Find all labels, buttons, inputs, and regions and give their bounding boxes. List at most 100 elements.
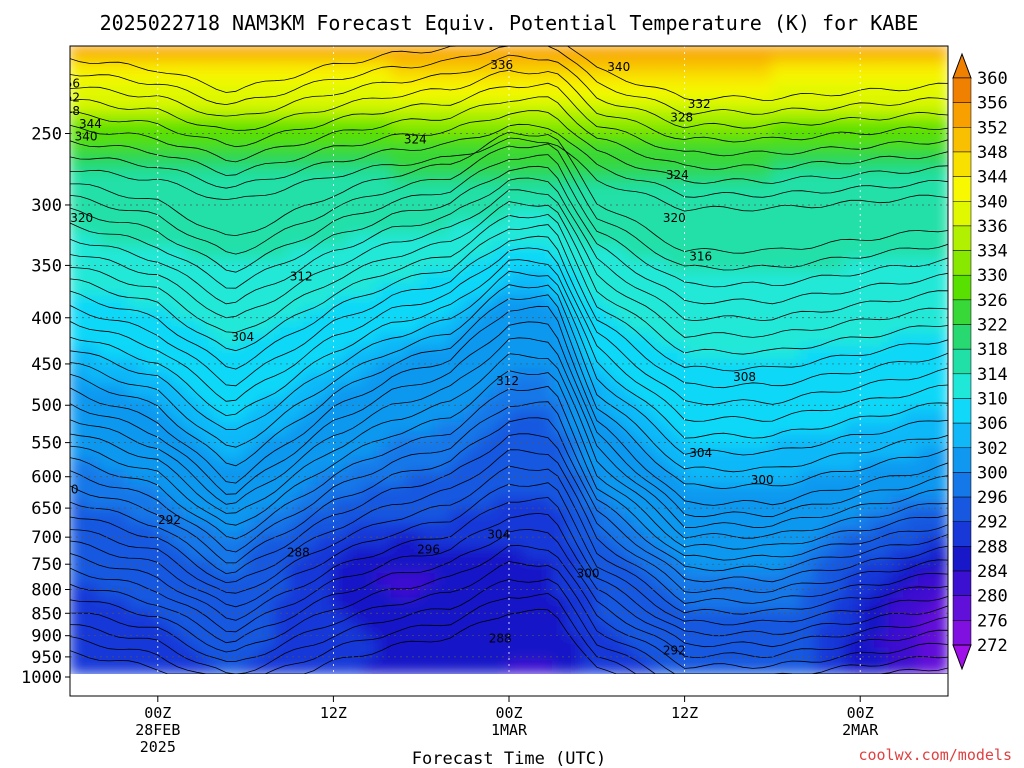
field-cell [215, 396, 232, 412]
field-cell [595, 559, 613, 575]
y-tick-label: 900 [31, 627, 62, 647]
field-cell [112, 346, 130, 361]
field-cell [244, 46, 262, 60]
field-cell [537, 597, 554, 613]
field-cell [873, 321, 891, 336]
field-cell [142, 333, 159, 349]
field-cell [478, 170, 496, 186]
contour-line [70, 154, 948, 288]
field-cell [478, 622, 496, 638]
field-cell [829, 82, 847, 98]
field-cell [903, 195, 920, 211]
field-cell [625, 622, 642, 638]
field-cell [215, 446, 232, 462]
field-cell [449, 195, 467, 211]
field-cell [156, 572, 174, 588]
field-cell [917, 145, 935, 161]
field-cell [537, 547, 554, 562]
field-cell [829, 622, 847, 638]
field-cell [639, 308, 657, 324]
field-cell [595, 371, 613, 387]
field-cell [156, 622, 174, 638]
field-cell [522, 371, 540, 387]
field-cell [771, 321, 789, 336]
field-cell [449, 107, 467, 123]
field-cell [332, 371, 350, 387]
field-cell [376, 522, 393, 537]
field-cell [390, 647, 408, 663]
colorbar-label: 314 [977, 365, 1008, 385]
field-cell [405, 296, 423, 311]
field-cell [112, 396, 130, 412]
field-cell [566, 271, 584, 286]
field-cell [273, 95, 291, 110]
field-cell [376, 271, 393, 286]
field-cell [712, 359, 730, 374]
field-cell [273, 359, 291, 374]
field-cell [186, 208, 203, 223]
field-cell [668, 421, 686, 437]
field-cell [347, 472, 364, 487]
field-cell [215, 308, 232, 324]
field-cell [493, 534, 510, 550]
field-cell [551, 120, 569, 135]
colorbar-segment [952, 77, 972, 103]
field-cell [625, 472, 642, 487]
field-cell [727, 509, 745, 525]
field-cell [464, 559, 481, 575]
field-cell [156, 57, 174, 73]
colorbar-label: 360 [977, 69, 1008, 89]
field-cell [537, 70, 554, 85]
field-cell [888, 57, 906, 73]
field-cell [771, 132, 789, 148]
field-cell [625, 434, 642, 449]
field-cell [493, 597, 510, 613]
field-cell [112, 434, 130, 449]
field-cell [449, 271, 467, 286]
field-cell [815, 597, 832, 613]
field-cell [625, 158, 642, 173]
field-cell [405, 220, 423, 236]
field-cell [712, 522, 730, 537]
field-cell [668, 258, 686, 274]
field-cell [888, 359, 906, 374]
field-cell [566, 333, 584, 349]
field-cell [127, 371, 145, 387]
field-cell [756, 120, 774, 135]
field-cell [332, 522, 350, 537]
field-cell [551, 170, 569, 186]
field-cell [508, 183, 525, 198]
field-cell [551, 333, 569, 349]
field-cell [786, 308, 803, 324]
field-cell [142, 559, 159, 575]
field-cell [873, 57, 891, 73]
field-cell [332, 95, 350, 110]
field-cell [83, 610, 101, 625]
y-tick-label: 950 [31, 648, 62, 668]
field-cell [420, 271, 437, 286]
field-cell [390, 283, 408, 299]
field-cell [229, 359, 247, 374]
field-cell [478, 384, 496, 399]
field-cell [405, 572, 423, 588]
field-cell [844, 547, 862, 562]
field-cell [610, 647, 628, 663]
field-cell [171, 283, 189, 299]
field-cell [712, 296, 730, 311]
field-cell [771, 371, 789, 387]
field-cell [610, 220, 628, 236]
field-cell [112, 120, 130, 135]
field-cell [361, 170, 379, 186]
field-cell [303, 170, 320, 186]
field-cell [829, 497, 847, 512]
field-cell [698, 321, 715, 336]
field-cell [859, 132, 876, 148]
field-cell [771, 245, 789, 261]
field-cell [698, 346, 715, 361]
field-cell [464, 522, 481, 537]
field-cell [244, 245, 262, 261]
field-cell [142, 409, 159, 424]
field-cell [127, 509, 145, 525]
field-cell [229, 409, 247, 424]
field-cell [712, 459, 730, 475]
